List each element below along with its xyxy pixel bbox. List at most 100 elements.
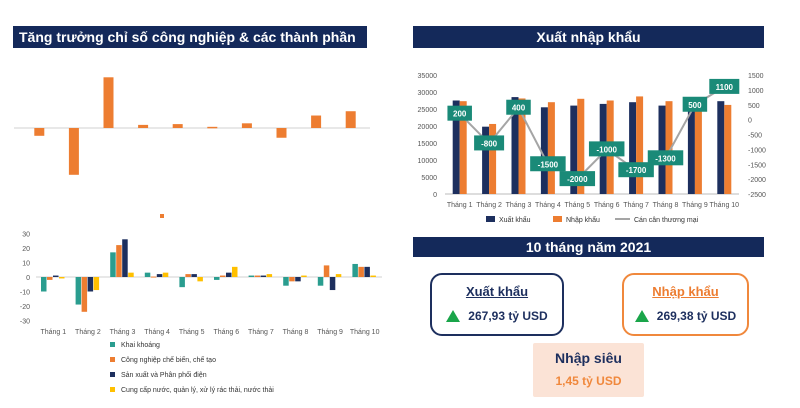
comp-bar: [289, 277, 295, 282]
comp-x-tick: Tháng 5: [179, 329, 205, 336]
comp-bar: [53, 275, 59, 277]
comp-legend-label: Sản xuất và Phân phối điện: [121, 370, 207, 379]
trade-balance-label: -1700: [626, 166, 647, 175]
trade-x-tick: Tháng 10: [710, 202, 740, 209]
comp-bar: [335, 274, 342, 277]
trade-balance-label-box: [559, 171, 596, 187]
import-value: 269,38 tỷ USD: [656, 309, 737, 323]
comp-bar: [266, 274, 273, 277]
trade-balance-label: 200: [453, 110, 467, 119]
ip-bar: [172, 124, 183, 128]
comp-bar: [317, 277, 324, 286]
comp-bar: [358, 266, 364, 277]
trade-y2-tick: -1000: [748, 147, 766, 154]
comp-bar: [122, 239, 128, 277]
comp-bar: [179, 277, 185, 288]
comp-y-tick: 0: [26, 275, 30, 282]
trade-x-tick: Tháng 3: [506, 202, 532, 209]
comp-bar: [370, 275, 376, 277]
comp-legend-swatch: [110, 357, 115, 362]
comp-bar: [59, 277, 65, 279]
export-value: 267,93 tỷ USD: [468, 309, 548, 323]
comp-bar: [150, 276, 157, 278]
export-bar: [482, 126, 490, 194]
comp-bar: [226, 272, 232, 277]
comp-x-tick: Tháng 9: [317, 329, 343, 336]
trade-x-tick: Tháng 1: [447, 202, 473, 209]
comp-bar: [185, 274, 191, 277]
ip-bar: [276, 128, 287, 138]
stray-marker: [160, 214, 164, 218]
import-bar: [577, 98, 585, 194]
import-bar: [518, 98, 526, 194]
export-bar: [570, 105, 578, 194]
export-bar: [717, 101, 725, 194]
comp-bar: [144, 272, 151, 277]
trade-balance-label-box: [709, 78, 740, 94]
comp-bar: [232, 266, 238, 277]
trade-balance-label-box: [682, 96, 708, 112]
ip-bar: [345, 111, 356, 128]
comp-bar: [128, 272, 134, 277]
trade-balance-label-box: [530, 156, 566, 172]
export-bar: [658, 105, 666, 194]
summary-title: 10 tháng năm 2021: [413, 237, 764, 257]
comp-legend-swatch: [110, 387, 115, 392]
trade-y-tick: 5000: [421, 175, 437, 182]
trade-y2-tick: 1000: [748, 88, 764, 95]
trade-y-tick: 30000: [418, 90, 438, 97]
deficit-value: 1,45 tỷ USD: [555, 374, 622, 388]
comp-y-tick: -20: [20, 304, 30, 311]
export-bar: [540, 107, 548, 194]
trade-x-tick: Tháng 5: [564, 202, 590, 209]
import-bar: [665, 101, 673, 194]
trade-deficit-card: Nhập siêu 1,45 tỷ USD: [533, 343, 644, 397]
trade-y-tick: 20000: [418, 124, 438, 131]
industry-chart-title: Tăng trưởng chỉ số công nghiệp & các thà…: [13, 26, 367, 48]
trade-legend-label: Xuất khẩu: [499, 215, 531, 224]
trade-balance-label: 400: [512, 104, 526, 113]
import-value-row: 269,38 tỷ USD: [624, 309, 747, 323]
comp-bar: [93, 277, 100, 291]
comp-x-tick: Tháng 10: [350, 329, 380, 336]
trade-chart-title: Xuất nhập khẩu: [413, 26, 764, 48]
trade-y2-tick: 500: [748, 103, 760, 110]
ip-bar: [241, 123, 252, 128]
trade-balance-label: -1000: [596, 145, 617, 154]
comp-bar: [75, 277, 82, 305]
trade-x-tick: Tháng 8: [653, 202, 679, 209]
export-summary-card: Xuất khẩu 267,93 tỷ USD: [430, 273, 564, 336]
comp-bar: [197, 277, 203, 282]
comp-bar: [116, 245, 122, 277]
trade-legend-label: Nhập khẩu: [566, 216, 600, 224]
import-label: Nhập khẩu: [652, 284, 719, 299]
trade-balance-label-box: [447, 105, 472, 121]
trade-y2-tick: 1500: [748, 73, 764, 80]
trade-legend-swatch: [553, 216, 562, 222]
comp-bar: [156, 274, 163, 277]
ip-bar: [207, 126, 218, 129]
import-bar: [489, 123, 497, 194]
trade-y2-tick: -500: [748, 133, 762, 140]
export-bar: [511, 97, 519, 194]
import-bar: [636, 96, 644, 194]
export-bar: [452, 100, 460, 194]
comp-legend-swatch: [110, 342, 115, 347]
trade-y-tick: 35000: [418, 73, 438, 80]
comp-x-tick: Tháng 4: [144, 329, 170, 336]
trade-x-tick: Tháng 7: [623, 202, 649, 209]
comp-bar: [220, 275, 226, 277]
comp-bar: [260, 275, 267, 277]
comp-bar: [87, 277, 94, 292]
comp-bar: [329, 277, 336, 291]
comp-bar: [110, 252, 116, 277]
comp-legend-label: Cung cấp nước, quản lý, xử lý rác thải, …: [121, 385, 274, 394]
trade-balance-label: 1100: [716, 83, 734, 92]
trade-y-tick: 10000: [418, 158, 438, 165]
comp-x-tick: Tháng 6: [213, 329, 239, 336]
trade-x-tick: Tháng 9: [682, 202, 708, 209]
up-triangle-icon: [446, 310, 461, 322]
trade-balance-label: -2000: [567, 175, 588, 184]
trade-y2-tick: -1500: [748, 162, 766, 169]
comp-bar: [283, 277, 289, 286]
